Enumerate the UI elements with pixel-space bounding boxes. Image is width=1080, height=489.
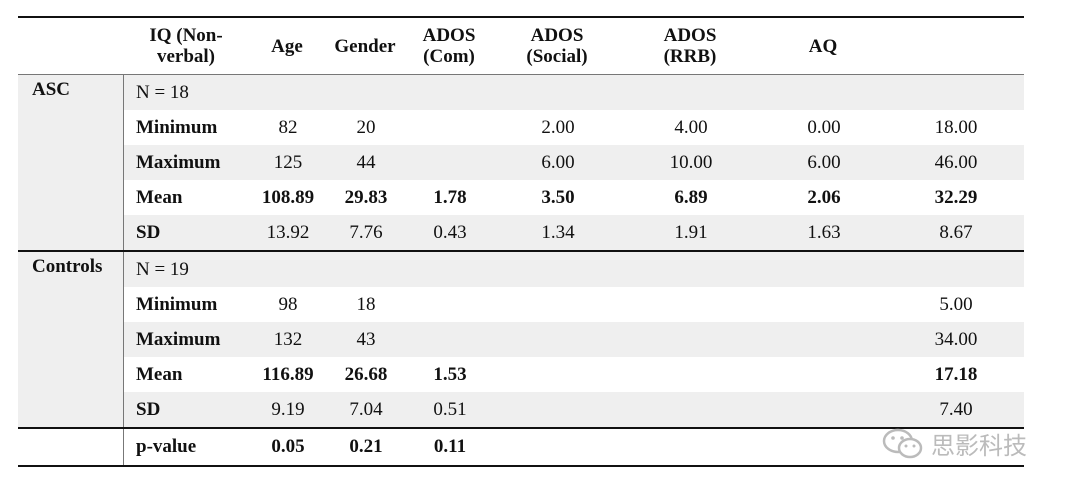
header-ados-social: ADOS (Social): [526, 25, 588, 67]
table-cell: 18: [356, 293, 376, 315]
table-cell: 7.40: [939, 398, 973, 420]
table-cell: 20: [356, 116, 376, 138]
header-ados-rrb: ADOS (RRB): [663, 25, 717, 67]
table-cell: 132: [273, 328, 303, 350]
row-label: Minimum: [136, 116, 218, 138]
table-cell: 13.92: [266, 221, 310, 243]
group-divider: [123, 252, 124, 427]
header-iq: IQ (Non-verbal): [149, 25, 223, 67]
header-aq: AQ: [808, 35, 838, 57]
table-cell: 18.00: [934, 116, 978, 138]
table-row: SD 9.19 7.04 0.51 7.40: [124, 392, 1024, 427]
row-label: Mean: [136, 186, 183, 208]
header-ados-com: ADOS (Com): [422, 25, 476, 67]
table-row: Mean 116.89 26.68 1.53 17.18: [124, 357, 1024, 392]
row-label: SD: [136, 398, 161, 420]
pvalue-section: p-value 0.05 0.21 0.11: [18, 429, 1024, 465]
row-label: p-value: [136, 436, 197, 457]
table-header: IQ (Non-verbal) Age Gender ADOS (Com) ADO…: [18, 18, 1024, 74]
table-row: Minimum 82 20 2.00 4.00 0.00 18.00: [124, 110, 1024, 145]
table-cell: 0.00: [807, 116, 841, 138]
watermark: 思影科技: [881, 426, 1027, 461]
table-cell: 116.89: [262, 363, 314, 385]
table-cell: 0.11: [433, 436, 467, 457]
table-cell: 4.00: [674, 116, 708, 138]
table-cell: 98: [278, 293, 298, 315]
table-cell: 29.83: [344, 186, 388, 208]
table-cell: 3.50: [541, 186, 575, 208]
wechat-icon: [881, 427, 925, 461]
table-cell: 34.00: [934, 328, 978, 350]
table-cell: 125: [273, 151, 303, 173]
table-cell: 6.89: [674, 186, 708, 208]
row-label: Maximum: [136, 328, 221, 350]
table-row: Mean 108.89 29.83 1.78 3.50 6.89 2.06 32…: [124, 180, 1024, 215]
table-cell: 5.00: [939, 293, 973, 315]
table-cell: 7.04: [349, 398, 383, 420]
pvalue-rule: [18, 427, 1024, 429]
table-cell: 1.91: [674, 221, 708, 243]
table-row: p-value 0.05 0.21 0.11: [124, 429, 1024, 465]
table-cell: 0.05: [271, 436, 305, 457]
table-cell: 82: [278, 116, 298, 138]
group-divider: [123, 429, 124, 465]
header-age: Age: [271, 35, 303, 57]
top-rule: [18, 16, 1024, 18]
table-cell: 0.21: [349, 436, 383, 457]
table-cell: 8.67: [939, 221, 973, 243]
table-row: Minimum 98 18 5.00: [124, 287, 1024, 322]
table-cell: 6.00: [541, 151, 575, 173]
group-n: N = 18: [124, 75, 1024, 110]
row-label: Minimum: [136, 293, 218, 315]
group-asc: ASC N = 18 Minimum 82 20 2.00 4.00 0.00 …: [18, 75, 1024, 250]
header-rule: [18, 74, 1024, 75]
table-cell: 32.29: [934, 186, 978, 208]
row-label: Maximum: [136, 151, 221, 173]
table-cell: 2.06: [807, 186, 841, 208]
table-cell: 9.19: [271, 398, 305, 420]
group-body: N = 19 Minimum 98 18 5.00 Maximum 132 43…: [124, 252, 1024, 427]
group-n: N = 19: [124, 252, 1024, 287]
table-row: Maximum 125 44 6.00 10.00 6.00 46.00: [124, 145, 1024, 180]
group-label: Controls: [18, 252, 123, 427]
table-cell: 0.51: [433, 398, 467, 420]
group-body: N = 18 Minimum 82 20 2.00 4.00 0.00 18.0…: [124, 75, 1024, 250]
watermark-text: 思影科技: [931, 432, 1027, 460]
table-cell: 1.34: [541, 221, 575, 243]
group-rule: [18, 250, 1024, 252]
table-cell: 1.78: [433, 186, 467, 208]
row-label: Mean: [136, 363, 183, 385]
table-row: Maximum 132 43 34.00: [124, 322, 1024, 357]
table-cell: 2.00: [541, 116, 575, 138]
table-cell: 108.89: [261, 186, 315, 208]
table-cell: 6.00: [807, 151, 841, 173]
group-divider: [123, 75, 124, 250]
table-row: SD 13.92 7.76 0.43 1.34 1.91 1.63 8.67: [124, 215, 1024, 250]
data-table: IQ (Non-verbal) Age Gender ADOS (Com) ADO…: [18, 16, 1024, 467]
table-cell: 1.53: [433, 363, 467, 385]
table-cell: 43: [356, 328, 376, 350]
row-label: SD: [136, 221, 161, 243]
table-cell: 26.68: [344, 363, 388, 385]
group-label: ASC: [18, 75, 123, 250]
table-cell: 10.00: [669, 151, 713, 173]
table-cell: 1.63: [807, 221, 841, 243]
table-cell: 46.00: [934, 151, 978, 173]
table-cell: 44: [356, 151, 376, 173]
bottom-rule: [18, 465, 1024, 467]
table-cell: 17.18: [934, 363, 978, 385]
table-cell: 0.43: [433, 221, 467, 243]
header-gender: Gender: [334, 35, 396, 57]
table-cell: 7.76: [349, 221, 383, 243]
group-controls: Controls N = 19 Minimum 98 18 5.00 Maxim…: [18, 252, 1024, 427]
